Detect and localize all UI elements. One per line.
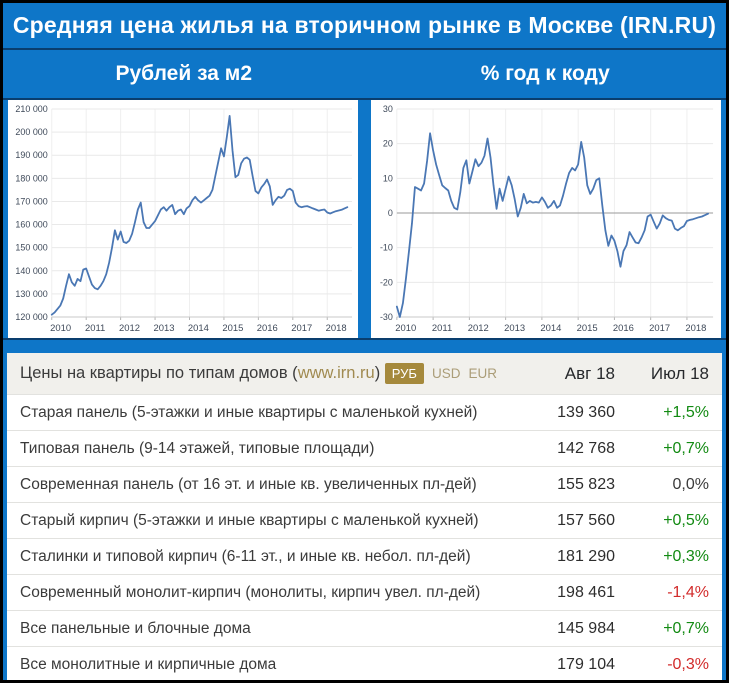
irn-link[interactable]: www.irn.ru	[297, 364, 375, 382]
change-value: -0,3%	[667, 655, 709, 673]
currency-eur-button[interactable]: EUR	[468, 366, 497, 381]
price-chart: 2010 2011 2012 2013 2014 2015 2016 2017 2018 120 …	[8, 100, 358, 338]
divider-below-charts	[3, 338, 726, 340]
svg-text:180 000: 180 000	[15, 173, 47, 183]
svg-text:2010: 2010	[50, 323, 71, 334]
svg-text:2016: 2016	[613, 323, 634, 334]
column-header-previous-month: Июл 18	[650, 363, 709, 383]
table-row: Современная панель (от 16 эт. и иные кв.…	[7, 466, 722, 502]
house-type-label: Старый кирпич (5-этажки и иные квартиры …	[20, 511, 479, 529]
price-value: 157 560	[557, 511, 615, 529]
table-title-suffix: )	[374, 364, 381, 382]
price-value: 198 461	[557, 583, 615, 601]
table-title: Цены на квартиры по типам домов (www.irn…	[20, 364, 385, 383]
svg-text:130 000: 130 000	[15, 289, 47, 299]
house-type-label: Современный монолит-кирпич (монолиты, ки…	[20, 583, 481, 601]
house-type-label: Сталинки и типовой кирпич (6-11 эт., и и…	[20, 547, 471, 565]
svg-text:150 000: 150 000	[15, 243, 47, 253]
house-type-label: Современная панель (от 16 эт. и иные кв.…	[20, 475, 477, 493]
svg-text:2010: 2010	[395, 323, 416, 334]
price-value: 139 360	[557, 403, 615, 421]
svg-text:2016: 2016	[257, 323, 278, 334]
change-value: +0,3%	[663, 547, 709, 565]
price-table: Цены на квартиры по типам домов (www.irn…	[7, 353, 722, 680]
house-type-label: Все монолитные и кирпичные дома	[20, 655, 277, 673]
table-row: Все монолитные и кирпичные дома 179 104 …	[7, 646, 722, 680]
svg-text:-20: -20	[380, 277, 393, 287]
svg-text:2012: 2012	[119, 323, 140, 334]
svg-text:2015: 2015	[222, 323, 243, 334]
table-title-prefix: Цены на квартиры по типам домов (	[20, 364, 298, 382]
svg-text:210 000: 210 000	[15, 104, 47, 114]
svg-text:2017: 2017	[291, 323, 312, 334]
table-row: Сталинки и типовой кирпич (6-11 эт., и и…	[7, 538, 722, 574]
yoy-chart: 2010 2011 2012 2013 2014 2015 2016 2017 2018 -30-…	[371, 100, 721, 338]
change-value: +0,5%	[663, 511, 709, 529]
change-value: +0,7%	[663, 619, 709, 637]
svg-text:30: 30	[383, 104, 393, 114]
svg-text:170 000: 170 000	[15, 196, 47, 206]
divider-top	[3, 48, 726, 50]
svg-text:2014: 2014	[540, 323, 561, 334]
divider-above-charts	[3, 98, 726, 100]
svg-text:-10: -10	[380, 243, 393, 253]
currency-switcher: РУБ USD EUR	[384, 363, 505, 384]
table-row: Типовая панель (9-14 этажей, типовые пло…	[7, 430, 722, 466]
svg-text:200 000: 200 000	[15, 127, 47, 137]
price-chart-subtitle: Рублей за м2	[115, 62, 252, 85]
svg-text:0: 0	[388, 208, 393, 218]
currency-usd-button[interactable]: USD	[431, 366, 461, 381]
change-value: 0,0%	[672, 475, 709, 493]
svg-text:20: 20	[383, 139, 393, 149]
svg-text:140 000: 140 000	[15, 266, 47, 276]
change-value: -1,4%	[667, 583, 709, 601]
house-type-label: Типовая панель (9-14 этажей, типовые пло…	[20, 439, 375, 457]
svg-text:2012: 2012	[468, 323, 489, 334]
table-row: Старый кирпич (5-этажки и иные квартиры …	[7, 502, 722, 538]
svg-text:190 000: 190 000	[15, 150, 47, 160]
svg-text:2015: 2015	[577, 323, 598, 334]
page-title: Средняя цена жилья на вторичном рынке в …	[12, 12, 717, 38]
charts-row: 2010 2011 2012 2013 2014 2015 2016 2017 2018 120 …	[3, 100, 726, 338]
house-type-label: Старая панель (5-этажки и иные квартиры …	[20, 403, 478, 421]
price-value: 142 768	[557, 439, 615, 457]
change-value: +1,5%	[663, 403, 709, 421]
svg-text:-30: -30	[380, 312, 393, 322]
svg-text:2017: 2017	[649, 323, 670, 334]
svg-text:2018: 2018	[326, 323, 347, 334]
price-value: 181 290	[557, 547, 615, 565]
price-value: 179 104	[557, 655, 615, 673]
svg-text:2014: 2014	[188, 323, 209, 334]
chart-subtitles: Рублей за м2 % год к коду	[3, 50, 726, 98]
svg-text:2011: 2011	[432, 323, 452, 334]
svg-text:10: 10	[383, 173, 393, 183]
svg-text:160 000: 160 000	[15, 220, 47, 230]
svg-text:2013: 2013	[504, 323, 525, 334]
column-header-current-month: Авг 18	[564, 363, 615, 383]
svg-text:2013: 2013	[153, 323, 174, 334]
change-value: +0,7%	[663, 439, 709, 457]
table-row: Современный монолит-кирпич (монолиты, ки…	[7, 574, 722, 610]
currency-rub-button[interactable]: РУБ	[384, 363, 424, 384]
svg-text:120 000: 120 000	[15, 312, 47, 322]
price-value: 145 984	[557, 619, 615, 637]
table-row: Старая панель (5-этажки и иные квартиры …	[7, 394, 722, 430]
yoy-chart-subtitle: % год к коду	[480, 62, 610, 85]
table-row: Все панельные и блочные дома 145 984 +0,…	[7, 610, 722, 646]
table-header: Цены на квартиры по типам домов (www.irn…	[7, 353, 722, 394]
house-type-label: Все панельные и блочные дома	[20, 619, 251, 637]
svg-text:2018: 2018	[685, 323, 706, 334]
svg-text:2011: 2011	[85, 323, 105, 334]
price-value: 155 823	[557, 475, 615, 493]
